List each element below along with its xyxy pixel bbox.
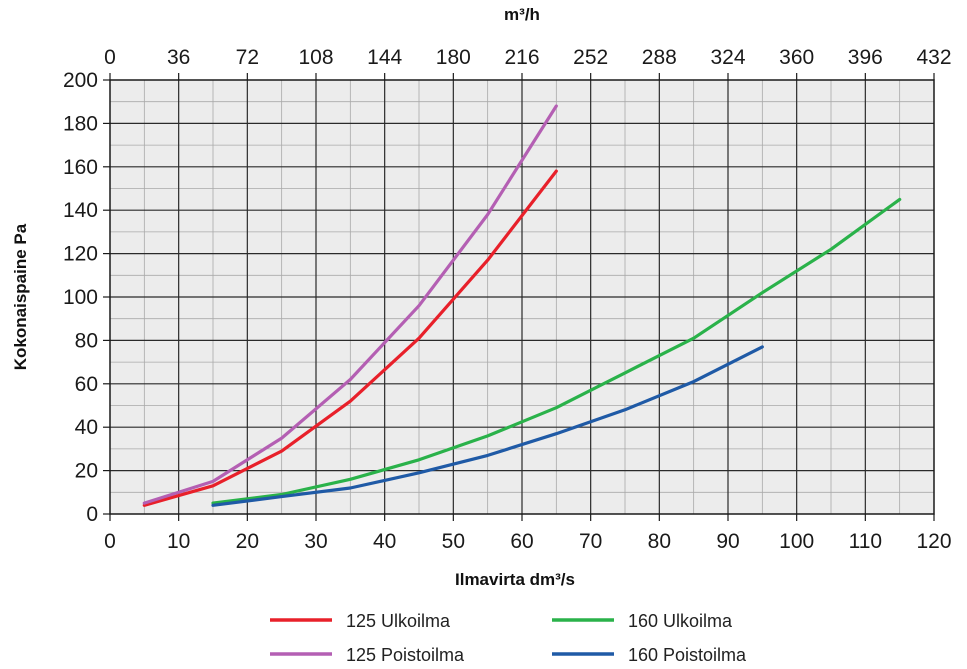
x-top-tick-label: 0: [104, 46, 116, 69]
y-tick-label: 20: [75, 460, 98, 483]
legend: 125 Ulkoilma 125 Poistoilma 160 Ulkoilma…: [270, 611, 747, 665]
x-axis-title: Ilmavirta dm³/s: [455, 570, 575, 589]
x-tick-label: 70: [579, 530, 602, 553]
legend-item: 160 Ulkoilma: [552, 611, 733, 631]
y-tick-label: 40: [75, 416, 98, 439]
x-tick-label: 90: [716, 530, 739, 553]
x-tick-label: 80: [648, 530, 671, 553]
legend-item: 125 Ulkoilma: [270, 611, 451, 631]
series-line: [211, 197, 902, 505]
legend-label: 125 Poistoilma: [346, 645, 465, 665]
x-tick-label: 0: [104, 530, 116, 553]
x-tick-label: 10: [167, 530, 190, 553]
y-tick-label: 80: [75, 329, 98, 352]
x-top-tick-label: 216: [504, 46, 539, 69]
x-top-axis-title: m³/h: [504, 5, 540, 24]
x-top-axis-ticks: 0 36 72 108 144 180 216 252 288 324 360 396 432: [104, 46, 952, 80]
x-top-tick-label: 396: [848, 46, 883, 69]
series-line: [142, 104, 558, 505]
x-top-tick-label: 72: [236, 46, 259, 69]
x-tick-label: 110: [849, 530, 882, 553]
y-tick-label: 180: [63, 112, 98, 135]
x-tick-label: 20: [236, 530, 259, 553]
x-top-tick-label: 252: [573, 46, 608, 69]
x-top-tick-label: 288: [642, 46, 677, 69]
y-tick-label: 200: [63, 69, 98, 92]
x-top-tick-label: 432: [916, 46, 951, 69]
y-tick-label: 0: [86, 503, 98, 526]
y-tick-label: 160: [63, 156, 98, 179]
legend-item: 125 Poistoilma: [270, 645, 465, 665]
legend-item: 160 Poistoilma: [552, 645, 747, 665]
x-top-tick-label: 180: [436, 46, 471, 69]
y-tick-label: 60: [75, 373, 98, 396]
x-top-tick-label: 36: [167, 46, 190, 69]
y-axis-ticks: 0 20 40 60 80 100 120 140 160 180 200: [63, 69, 110, 526]
y-tick-label: 100: [63, 286, 98, 309]
x-tick-label: 50: [442, 530, 465, 553]
series-line: [142, 169, 558, 507]
y-tick-label: 140: [63, 199, 98, 222]
y-axis-title: Kokonaispaine Pa: [11, 223, 30, 370]
x-tick-label: 100: [779, 530, 814, 553]
x-top-tick-label: 144: [367, 46, 402, 69]
legend-label: 125 Ulkoilma: [346, 611, 451, 631]
legend-label: 160 Poistoilma: [628, 645, 747, 665]
x-top-tick-label: 108: [298, 46, 333, 69]
series-lines: [142, 104, 902, 507]
x-tick-label: 40: [373, 530, 396, 553]
legend-label: 160 Ulkoilma: [628, 611, 733, 631]
x-top-tick-label: 324: [710, 46, 745, 69]
y-tick-label: 120: [63, 243, 98, 266]
major-grid: [110, 80, 934, 514]
x-tick-label: 60: [510, 530, 533, 553]
x-tick-label: 30: [304, 530, 327, 553]
series-line: [211, 345, 764, 507]
x-tick-label: 120: [916, 530, 951, 553]
x-top-tick-label: 360: [779, 46, 814, 69]
x-axis-ticks: 0 10 20 30 40 50 60 70 80 90 100 110 120: [104, 514, 952, 553]
